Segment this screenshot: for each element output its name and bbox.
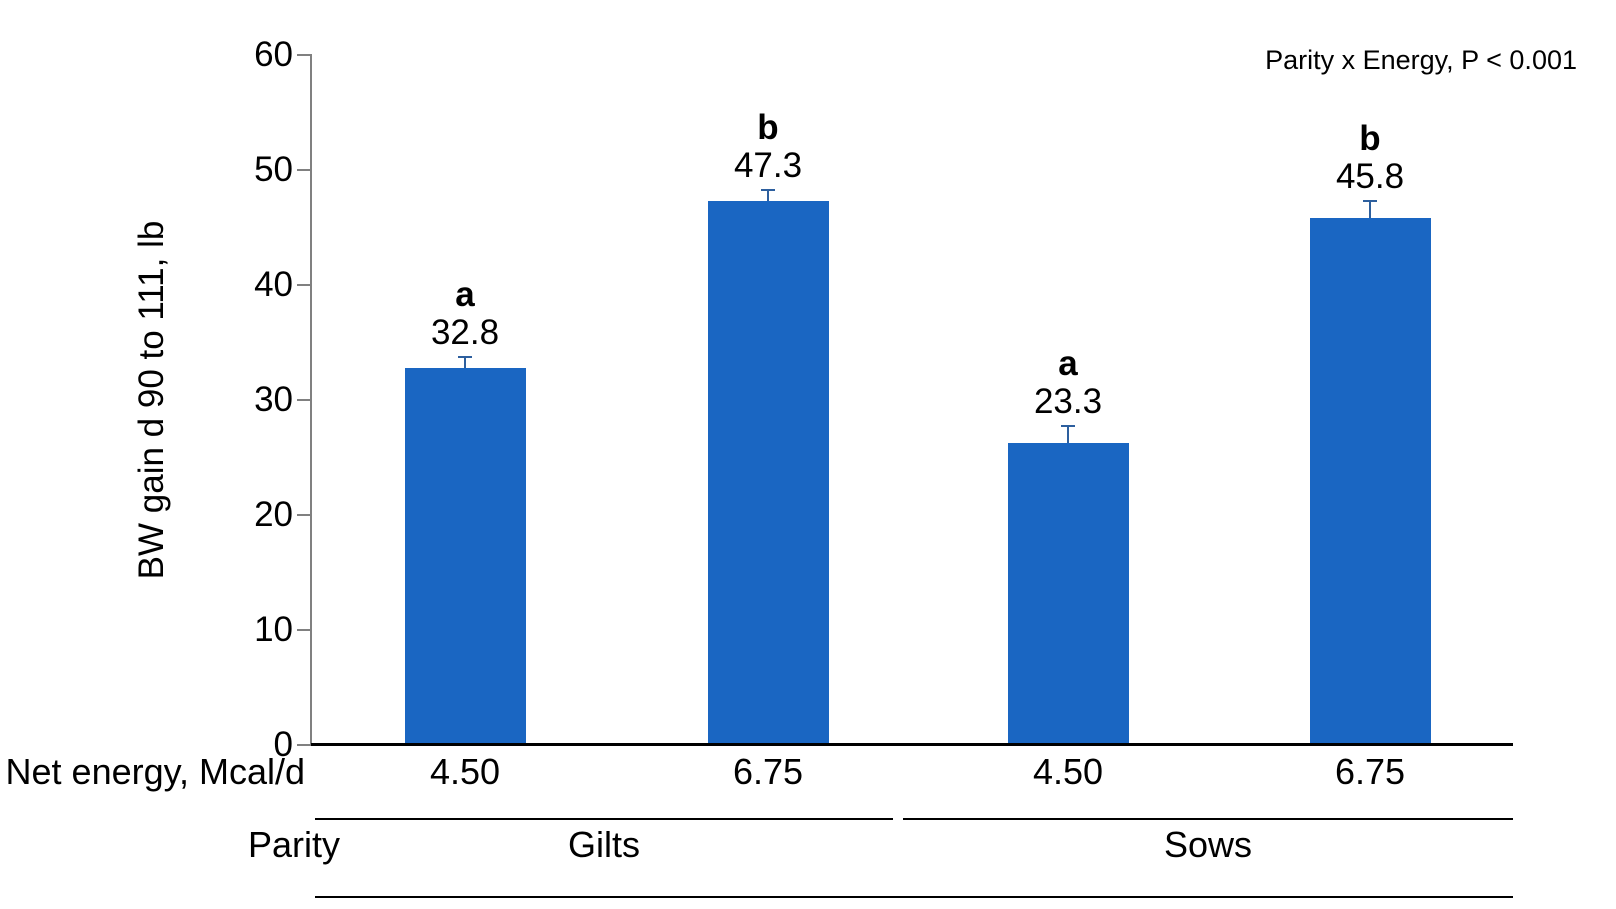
group-label-sows: Sows (1163, 824, 1253, 865)
significance-letter: b (1359, 119, 1381, 159)
x-row2-label: Parity (247, 824, 340, 865)
y-tick-mark (297, 629, 311, 631)
y-tick-label: 60 (254, 35, 293, 74)
bar-sows-6.75 (1309, 218, 1431, 745)
bar-gilts-4.50 (404, 367, 526, 745)
y-tick-mark (297, 284, 311, 286)
y-tick-mark (297, 744, 311, 746)
y-tick-label: 50 (254, 150, 293, 189)
significance-letter: b (757, 108, 779, 148)
error-bar-line (1369, 200, 1371, 219)
significance-letter: a (1058, 343, 1078, 383)
error-bar-cap (761, 189, 775, 192)
y-tick-label: 10 (254, 610, 293, 649)
error-bar-cap (458, 355, 472, 358)
y-tick-mark (297, 514, 311, 516)
y-tick-label: 0 (273, 725, 293, 764)
bar-gilts-6.75 (707, 201, 829, 745)
group-label-gilts: Gilts (568, 824, 640, 865)
energy-value-label: 6.75 (732, 751, 804, 792)
y-axis-title: BW gain d 90 to 111, lb (132, 220, 171, 580)
energy-value-label: 4.50 (1032, 751, 1104, 792)
group-underline-gilts (315, 818, 893, 820)
bottom-rule (315, 896, 1513, 898)
y-tick-mark (297, 169, 311, 171)
x-axis-baseline (311, 743, 1513, 746)
pvalue-annotation: Parity x Energy, P < 0.001 (1265, 45, 1577, 75)
energy-value-label: 4.50 (429, 751, 501, 792)
error-bar-line (767, 189, 769, 202)
y-tick-label: 20 (254, 495, 293, 534)
y-tick-label: 40 (254, 265, 293, 304)
error-bar-line (1067, 424, 1069, 443)
y-tick-label: 30 (254, 380, 293, 419)
group-underline-sows (903, 818, 1513, 820)
x-row1-label: Net energy, Mcal/d (5, 751, 305, 792)
energy-value-label: 6.75 (1334, 751, 1406, 792)
bar-sows-4.50 (1007, 442, 1129, 745)
error-bar-cap (1061, 424, 1075, 427)
significance-letter: a (455, 274, 475, 314)
bar-value-label: 45.8 (1335, 157, 1405, 197)
y-axis-line (310, 54, 312, 746)
error-bar-line (464, 355, 466, 368)
y-tick-mark (297, 54, 311, 56)
bar-value-label: 32.8 (430, 312, 500, 352)
bar-value-label: 47.3 (733, 146, 803, 186)
error-bar-cap (1363, 200, 1377, 203)
y-tick-mark (297, 399, 311, 401)
bar-value-label: 23.3 (1033, 381, 1103, 421)
